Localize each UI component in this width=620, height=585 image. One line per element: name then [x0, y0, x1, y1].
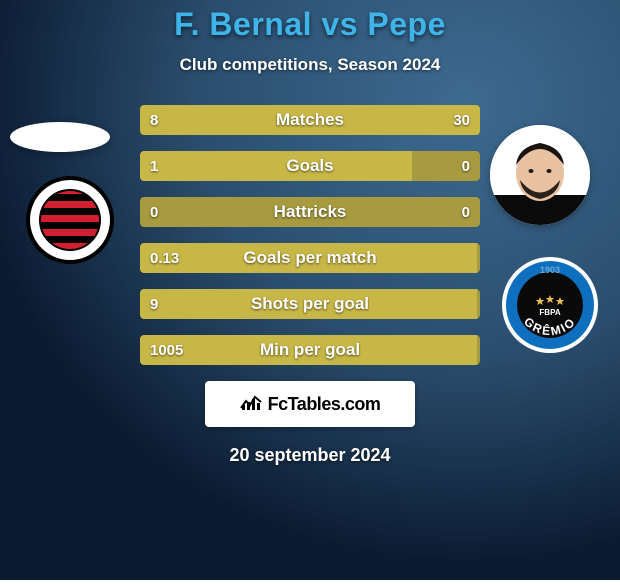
svg-text:FBPA: FBPA	[539, 308, 560, 317]
club-right-crest: 1903 GRÊMIO FBPA	[500, 255, 600, 355]
bar-left-fill	[140, 151, 412, 181]
bar-left-fill	[140, 335, 477, 365]
page-title: F. Bernal vs Pepe	[0, 6, 620, 43]
subtitle: Club competitions, Season 2024	[0, 55, 620, 75]
bar-track	[140, 197, 480, 227]
fctables-badge: FcTables.com	[205, 381, 415, 427]
club-left-crest	[25, 175, 115, 265]
player-left-avatar	[10, 122, 110, 152]
stat-row: 10Goals	[140, 151, 480, 181]
fctables-text: FcTables.com	[268, 394, 381, 415]
stat-row: 0.13Goals per match	[140, 243, 480, 273]
stat-row: 830Matches	[140, 105, 480, 135]
stat-row: 1005Min per goal	[140, 335, 480, 365]
bar-left-fill	[140, 243, 477, 273]
date-text: 20 september 2024	[0, 445, 620, 466]
stat-row: 9Shots per goal	[140, 289, 480, 319]
bar-left-fill	[140, 105, 211, 135]
player-right-avatar	[490, 125, 590, 225]
comparison-bars: 830Matches 10Goals 00Hattricks 0.13Goals pe…	[140, 105, 480, 365]
svg-text:1903: 1903	[540, 265, 560, 275]
stat-row: 00Hattricks	[140, 197, 480, 227]
chart-icon	[240, 393, 262, 416]
bar-left-fill	[140, 289, 477, 319]
bar-right-fill	[211, 105, 480, 135]
